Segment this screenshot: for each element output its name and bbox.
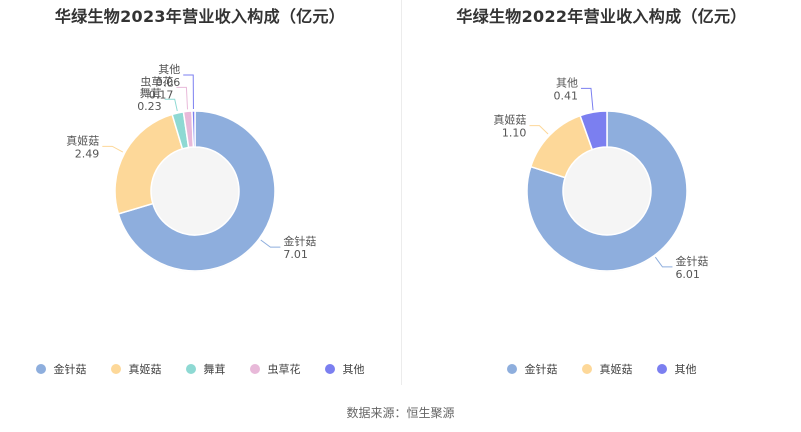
slice-label-0-2: 舞茸: [140, 87, 162, 100]
slice-0-4: [191, 110, 196, 148]
legend-swatch: [324, 364, 335, 374]
slice-value-0-4: 0.06: [156, 76, 181, 89]
slice-1-2: [579, 110, 608, 151]
slice-value-0-1: 2.49: [75, 147, 100, 160]
panel-divider: [401, 0, 402, 385]
legend-label: 金针菇: [524, 363, 558, 376]
legend-2023: 金针菇 真姬菇 舞茸 虫草花 其他: [0, 361, 400, 377]
source-note: 数据来源：恒生聚源: [346, 406, 455, 420]
chart-panel-2023: 华绿生物2023年营业收入构成（亿元） 金针菇 7.01 真姬菇 2.49 舞茸 0.23…: [0, 0, 400, 385]
legend-label: 金针菇: [53, 363, 87, 376]
legend-item-1-0[interactable]: 金针菇: [506, 361, 558, 377]
legend-swatch: [581, 364, 592, 374]
slice-value-1-2: 0.41: [553, 89, 578, 102]
slice-value-1-0: 6.01: [675, 268, 700, 281]
slice-value-0-2: 0.23: [137, 100, 162, 113]
legend-item-0-4[interactable]: 其他: [324, 361, 365, 377]
legend-2022: 金针菇 真姬菇 其他: [402, 361, 801, 377]
slice-label-1-0: 金针菇: [675, 254, 708, 268]
leader-line-0-2: [164, 98, 178, 112]
slice-value-0-0: 7.01: [283, 248, 308, 261]
slice-label-0-1: 真姬菇: [66, 133, 99, 147]
legend-item-0-2[interactable]: 舞茸: [185, 361, 226, 377]
slice-label-0-0: 金针菇: [283, 234, 316, 248]
slice-0-0: [117, 110, 276, 272]
legend-item-1-2[interactable]: 其他: [656, 361, 697, 377]
legend-label: 真姬菇: [128, 363, 162, 376]
slice-label-0-4: 其他: [158, 63, 180, 76]
legend-item-0-1[interactable]: 真姬菇: [110, 361, 162, 377]
leader-line-1-0: [654, 256, 673, 268]
leader-line-1-1: [529, 125, 549, 135]
slice-1-0: [526, 110, 688, 272]
leader-line-0-3: [176, 86, 189, 110]
legend-item-0-3[interactable]: 虫草花: [249, 361, 301, 377]
chart-panel-2022: 华绿生物2022年营业收入构成（亿元） 金针菇 6.01 真姬菇 1.10 其他 0.41…: [402, 0, 801, 385]
slice-label-1-2: 其他: [556, 76, 578, 89]
legend-label: 舞茸: [203, 363, 226, 376]
slice-value-0-3: 0.17: [149, 88, 174, 101]
leader-line-0-4: [183, 74, 194, 110]
leader-line-1-2: [580, 87, 594, 111]
chart-title-2023: 华绿生物2023年营业收入构成（亿元）: [54, 7, 346, 26]
legend-item-1-1[interactable]: 真姬菇: [581, 361, 633, 377]
legend-label: 真姬菇: [599, 363, 633, 376]
chart-title-2022: 华绿生物2022年营业收入构成（亿元）: [456, 7, 747, 26]
legend-label: 其他: [342, 363, 365, 376]
legend-swatch: [656, 364, 667, 374]
legend-item-0-0[interactable]: 金针菇: [35, 361, 87, 377]
slice-label-1-1: 真姬菇: [493, 113, 526, 127]
legend-swatch: [185, 364, 196, 374]
legend-swatch: [249, 364, 260, 374]
legend-swatch: [110, 364, 121, 374]
legend-label: 虫草花: [267, 363, 301, 376]
legend-label: 其他: [674, 363, 697, 376]
legend-swatch: [35, 364, 46, 374]
leader-line-0-1: [102, 145, 124, 153]
slice-value-1-1: 1.10: [502, 127, 526, 140]
slice-label-0-3: 虫草花: [140, 75, 173, 88]
legend-swatch: [506, 364, 517, 374]
leader-line-0-0: [260, 239, 281, 248]
